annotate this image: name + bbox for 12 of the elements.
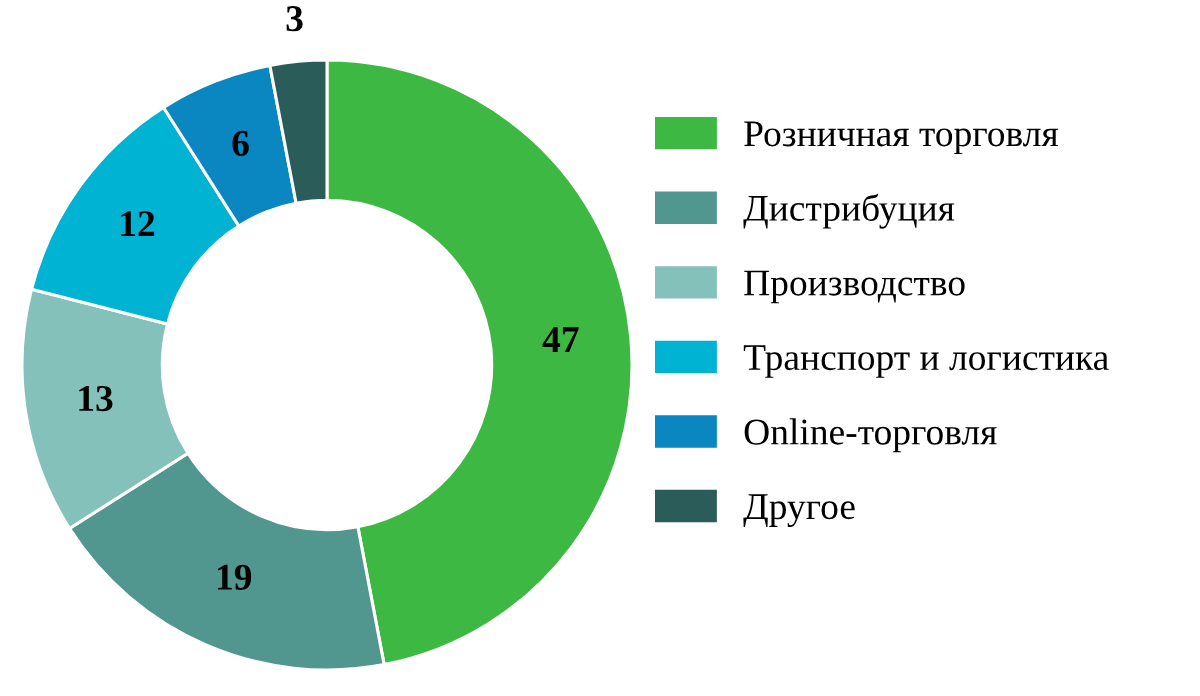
- legend-label: Розничная торговля: [744, 121, 1058, 155]
- data-label: 12: [121, 211, 155, 236]
- data-label: 47: [542, 327, 579, 352]
- data-label: 3: [286, 6, 303, 32]
- data-label: 13: [79, 385, 113, 412]
- legend-label: Online-торговля: [744, 418, 997, 453]
- legend-label: Производство: [744, 270, 965, 304]
- data-label: 6: [232, 130, 249, 157]
- legend-label: Транспорт и логистика: [743, 345, 1109, 378]
- data-label: 19: [217, 564, 252, 590]
- legend-label: Другое: [743, 494, 855, 527]
- legend-label: Дистрибуция: [743, 193, 955, 229]
